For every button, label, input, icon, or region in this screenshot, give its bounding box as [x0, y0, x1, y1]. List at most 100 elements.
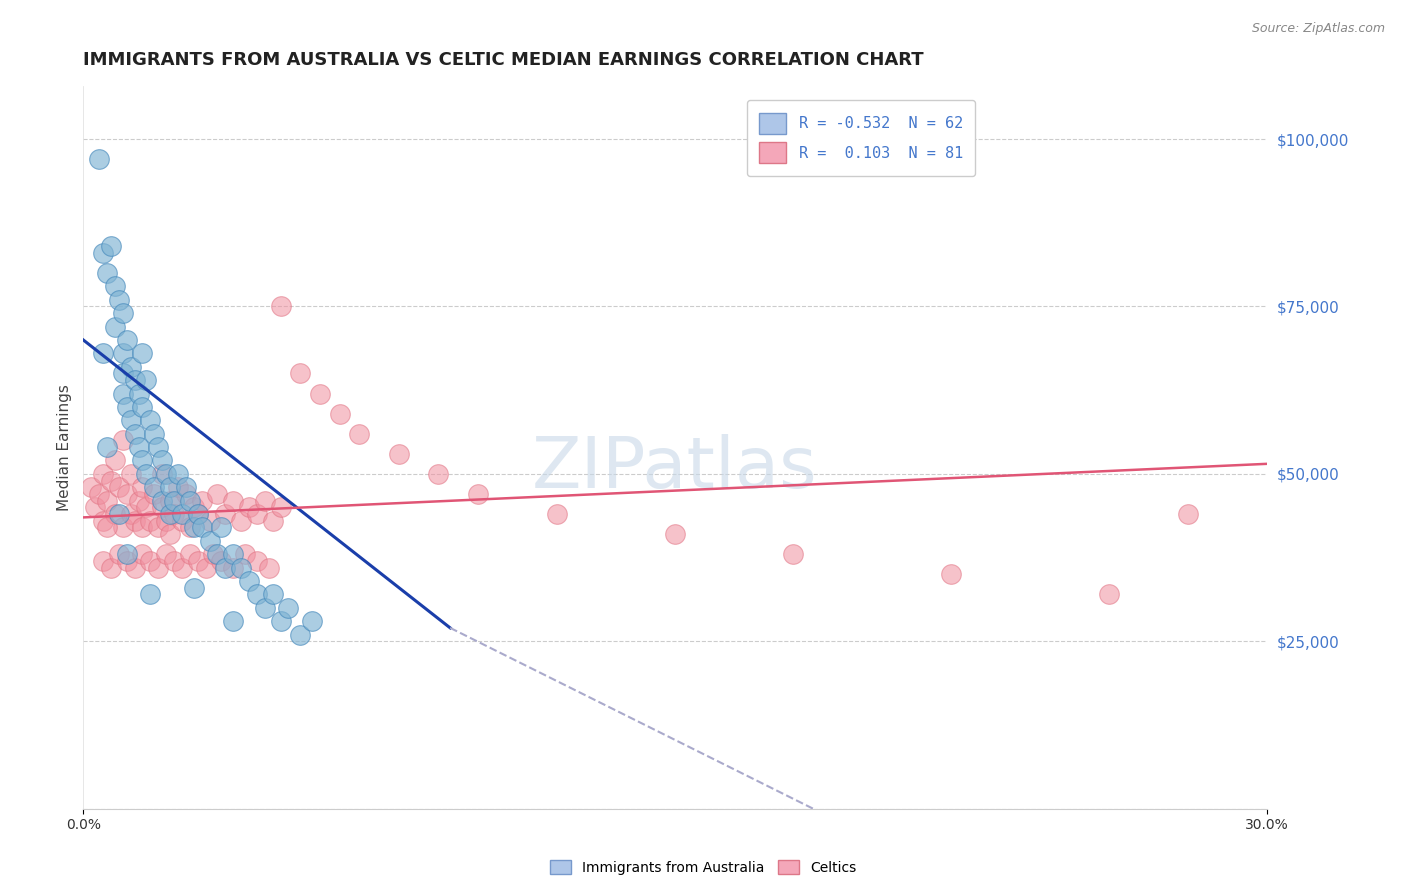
Point	[388, 447, 411, 461]
Point	[91, 514, 114, 528]
Point	[91, 554, 114, 568]
Point	[270, 614, 292, 628]
Point	[131, 547, 153, 561]
Point	[207, 487, 229, 501]
Y-axis label: Median Earnings: Median Earnings	[58, 384, 72, 510]
Point	[198, 533, 221, 548]
Point	[467, 487, 489, 501]
Point	[135, 500, 157, 515]
Point	[115, 554, 138, 568]
Legend: Immigrants from Australia, Celtics: Immigrants from Australia, Celtics	[544, 855, 862, 880]
Point	[187, 507, 209, 521]
Point	[277, 600, 299, 615]
Point	[198, 514, 221, 528]
Point	[163, 507, 186, 521]
Text: IMMIGRANTS FROM AUSTRALIA VS CELTIC MEDIAN EARNINGS CORRELATION CHART: IMMIGRANTS FROM AUSTRALIA VS CELTIC MEDI…	[83, 51, 924, 69]
Point	[135, 467, 157, 481]
Point	[148, 520, 170, 534]
Point	[179, 520, 201, 534]
Point	[179, 547, 201, 561]
Point	[139, 514, 162, 528]
Point	[139, 413, 162, 427]
Point	[253, 600, 276, 615]
Point	[664, 527, 686, 541]
Point	[84, 500, 107, 515]
Point	[131, 453, 153, 467]
Point	[100, 239, 122, 253]
Point	[170, 560, 193, 574]
Point	[190, 520, 212, 534]
Point	[170, 507, 193, 521]
Point	[329, 407, 352, 421]
Point	[143, 426, 166, 441]
Point	[91, 467, 114, 481]
Point	[155, 467, 177, 481]
Point	[1098, 587, 1121, 601]
Point	[183, 500, 205, 515]
Point	[233, 547, 256, 561]
Point	[174, 487, 197, 501]
Point	[131, 346, 153, 360]
Point	[214, 507, 236, 521]
Text: Source: ZipAtlas.com: Source: ZipAtlas.com	[1251, 22, 1385, 36]
Point	[150, 467, 173, 481]
Point	[209, 554, 232, 568]
Point	[246, 587, 269, 601]
Point	[222, 560, 245, 574]
Point	[111, 306, 134, 320]
Point	[222, 547, 245, 561]
Point	[238, 574, 260, 588]
Text: ZIPatlas: ZIPatlas	[533, 434, 818, 503]
Point	[290, 627, 312, 641]
Point	[131, 400, 153, 414]
Point	[120, 413, 142, 427]
Point	[111, 434, 134, 448]
Point	[179, 493, 201, 508]
Point	[183, 581, 205, 595]
Point	[167, 480, 190, 494]
Point	[100, 560, 122, 574]
Point	[209, 520, 232, 534]
Point	[107, 547, 129, 561]
Point	[159, 527, 181, 541]
Point	[111, 520, 134, 534]
Point	[238, 500, 260, 515]
Point	[107, 480, 129, 494]
Point	[115, 333, 138, 347]
Point	[128, 440, 150, 454]
Point	[270, 300, 292, 314]
Point	[87, 487, 110, 501]
Point	[155, 514, 177, 528]
Point	[270, 500, 292, 515]
Point	[135, 373, 157, 387]
Point	[214, 560, 236, 574]
Point	[782, 547, 804, 561]
Point	[262, 514, 284, 528]
Point	[150, 493, 173, 508]
Point	[163, 554, 186, 568]
Point	[143, 487, 166, 501]
Point	[253, 493, 276, 508]
Point	[246, 554, 269, 568]
Point	[159, 507, 181, 521]
Point	[202, 547, 225, 561]
Point	[107, 507, 129, 521]
Point	[301, 614, 323, 628]
Point	[124, 514, 146, 528]
Point	[194, 560, 217, 574]
Point	[187, 554, 209, 568]
Point	[96, 440, 118, 454]
Point	[150, 500, 173, 515]
Point	[111, 346, 134, 360]
Point	[546, 507, 568, 521]
Point	[115, 400, 138, 414]
Point	[128, 386, 150, 401]
Point	[115, 547, 138, 561]
Point	[159, 493, 181, 508]
Point	[148, 560, 170, 574]
Point	[104, 279, 127, 293]
Point	[120, 467, 142, 481]
Point	[939, 567, 962, 582]
Point	[159, 480, 181, 494]
Point	[120, 359, 142, 374]
